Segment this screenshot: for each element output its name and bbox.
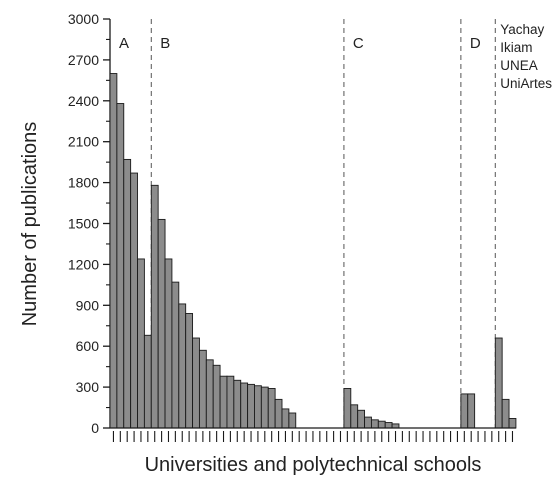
- y-tick-label: 2700: [68, 52, 99, 68]
- y-tick-label: 3000: [68, 11, 99, 27]
- x-axis: [110, 427, 516, 442]
- bar: [364, 416, 372, 429]
- bar: [219, 375, 228, 429]
- y-tick-label: 600: [76, 338, 100, 354]
- y-tick-label: 900: [76, 297, 100, 313]
- y-tick-label: 2400: [68, 93, 99, 109]
- bar: [226, 375, 235, 429]
- bar: [460, 393, 469, 429]
- bar: [247, 383, 255, 429]
- bar: [192, 337, 200, 429]
- bar: [494, 337, 503, 429]
- bar: [123, 158, 132, 429]
- y-tick-label: 1800: [68, 175, 99, 191]
- bar: [281, 408, 290, 429]
- region-institution-label: Yachay: [500, 22, 544, 37]
- bar: [260, 386, 269, 429]
- bar: [185, 313, 194, 429]
- y-tick-label: 1200: [68, 256, 99, 272]
- bar: [116, 103, 125, 429]
- bar: [157, 218, 166, 429]
- region-label: B: [160, 35, 170, 52]
- region-label: A: [119, 35, 129, 52]
- y-tick-label: 0: [91, 420, 99, 436]
- bar: [384, 422, 393, 429]
- bar: [233, 379, 242, 429]
- y-axis-title: Number of publications: [19, 122, 41, 327]
- bar: [143, 334, 152, 429]
- bar: [508, 418, 517, 429]
- region-institution-label: UniArtes: [500, 76, 552, 91]
- bar: [350, 404, 359, 429]
- bar: [212, 364, 221, 429]
- bar: [467, 393, 476, 429]
- bar: [205, 359, 214, 429]
- bar: [164, 258, 173, 429]
- region-label: D: [470, 35, 481, 52]
- bar: [370, 419, 379, 429]
- bar: [288, 412, 297, 429]
- y-tick-label: 2100: [68, 134, 99, 150]
- region-labels: A B C D Yachay Ikiam UNEA UniArtes: [119, 22, 552, 91]
- bar: [198, 349, 207, 429]
- bar: [150, 184, 159, 429]
- region-institution-label: UNEA: [500, 58, 538, 73]
- bar: [357, 409, 366, 429]
- x-axis-title: Universities and polytechnical schools: [145, 454, 482, 476]
- bars: [109, 73, 517, 429]
- bar: [137, 258, 145, 429]
- bar: [240, 382, 249, 429]
- y-tick-label: 300: [76, 379, 100, 395]
- bar: [501, 398, 510, 429]
- bar: [254, 385, 262, 429]
- region-label: C: [353, 35, 364, 52]
- region-institution-label: Ikiam: [500, 40, 532, 55]
- bar: [130, 172, 138, 429]
- bar: [274, 398, 283, 429]
- bar: [109, 73, 118, 429]
- bar: [178, 303, 187, 429]
- y-axis: 0 300 600 900 1200 1500 1800 2100 2400 2700 3000: [68, 11, 111, 436]
- bar: [343, 388, 352, 429]
- y-tick-label: 1500: [68, 216, 99, 232]
- bar: [171, 281, 180, 429]
- bar: [377, 420, 386, 429]
- bar: [267, 388, 276, 429]
